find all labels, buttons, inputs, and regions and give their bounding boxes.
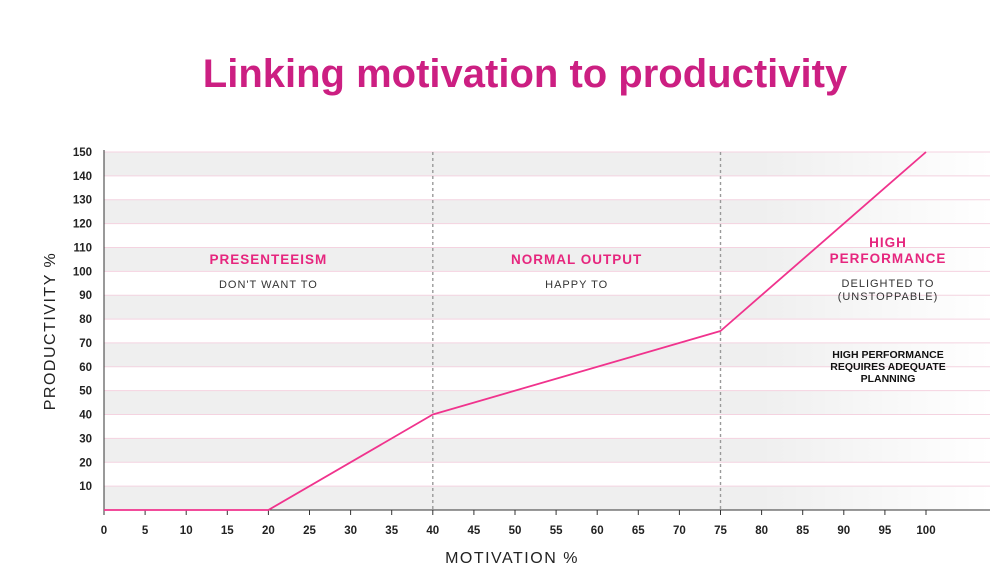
x-tick-label: 100 [916,525,935,537]
y-tick-label: 20 [79,457,92,469]
y-tick-label: 90 [79,290,92,302]
y-tick-label: 70 [79,338,92,350]
productivity-line [104,151,927,511]
x-tick-label: 95 [879,525,892,537]
zone-heading-high-performance: PERFORMANCE [830,251,947,266]
y-tick-label: 40 [79,410,92,422]
x-axis-title: MOTIVATION % [445,550,579,567]
page-title: Linking motivation to productivity [202,52,848,96]
x-tick-label: 80 [755,525,768,537]
x-tick-label: 0 [101,525,107,537]
zone-note: REQUIRES ADEQUATE [830,361,946,373]
y-tick-label: 10 [79,481,92,493]
y-tick-label: 140 [73,171,92,183]
y-tick-label: 30 [79,433,92,445]
y-tick-label: 100 [73,266,92,278]
x-tick-label: 70 [673,525,686,537]
y-axis-title: PRODUCTIVITY % [42,252,59,411]
x-tick-label: 75 [714,525,727,537]
x-tick-label: 45 [468,525,481,537]
x-tick-label: 65 [632,525,645,537]
x-tick-label: 25 [303,525,316,537]
x-tick-label: 15 [221,525,234,537]
x-tick-label: 5 [142,525,149,537]
x-tick-label: 55 [550,525,563,537]
zone-subtitle: (UNSTOPPABLE) [838,291,939,303]
x-tick-label: 85 [796,525,809,537]
x-tick-label: 30 [344,525,357,537]
y-tick-label: 50 [79,386,92,398]
zone-note: HIGH PERFORMANCE [832,349,943,361]
y-tick-label: 60 [79,362,92,374]
x-tick-label: 35 [385,525,398,537]
x-tick-label: 90 [837,525,850,537]
zone-heading-high-performance: HIGH [869,235,907,250]
x-tick-label: 10 [180,525,193,537]
x-tick-label: 40 [426,525,439,537]
zone-subtitle: DELIGHTED TO [842,278,935,290]
zone-subtitle: DON'T WANT TO [219,279,318,291]
y-tick-label: 120 [73,219,92,231]
y-tick-label: 130 [73,195,92,207]
plot-fade [759,152,990,510]
y-tick-label: 110 [73,242,92,254]
zone-heading-presenteeism: PRESENTEEISM [210,252,328,267]
zone-note: PLANNING [861,373,916,385]
x-tick-label: 50 [509,525,522,537]
zone-heading-normal-output: NORMAL OUTPUT [511,252,642,267]
y-tick-label: 150 [73,147,92,159]
y-tick-label: 80 [79,314,92,326]
x-tick-label: 60 [591,525,604,537]
x-tick-label: 20 [262,525,275,537]
zone-subtitle: HAPPY TO [545,279,608,291]
